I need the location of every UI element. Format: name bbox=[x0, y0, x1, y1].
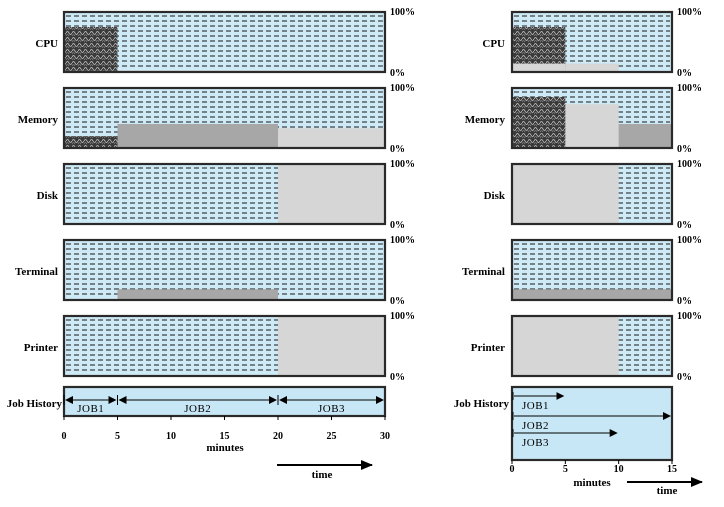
scale-100-label: 100% bbox=[390, 235, 415, 246]
job-history-label: Job History bbox=[454, 398, 510, 410]
job-history-panel: Job History JOB1 JOB2 JOB3 bbox=[454, 385, 674, 462]
panel-frame bbox=[510, 10, 674, 74]
resource-label-cpu: CPU bbox=[35, 38, 58, 50]
scale-100-label: 100% bbox=[677, 159, 702, 170]
panel-terminal: 100% 0% Terminal bbox=[462, 235, 702, 307]
scale-100-label: 100% bbox=[677, 235, 702, 246]
usage-block-1 bbox=[117, 289, 278, 300]
panel-disk: 100% 0% Disk bbox=[37, 159, 415, 231]
scale-0-label: 0% bbox=[390, 296, 405, 307]
scale-100-label: 100% bbox=[677, 311, 702, 322]
scale-0-label: 0% bbox=[390, 68, 405, 79]
scale-0-label: 0% bbox=[677, 296, 692, 307]
panel-printer: 100% 0% Printer bbox=[24, 311, 415, 383]
resource-label-cpu: CPU bbox=[482, 38, 505, 50]
panel-frame bbox=[62, 86, 387, 150]
resource-label-disk: Disk bbox=[37, 190, 59, 202]
panel-frame bbox=[62, 238, 387, 302]
usage-block-1 bbox=[64, 136, 118, 148]
resource-label-disk: Disk bbox=[484, 190, 506, 202]
job-history-frame bbox=[510, 385, 674, 462]
x-tick-label: 5 bbox=[563, 464, 568, 475]
x-tick-label: 15 bbox=[220, 431, 230, 442]
panel-frame bbox=[510, 86, 674, 150]
x-axis-unit-label: minutes bbox=[206, 442, 244, 454]
panel-cpu: 100% 0% CPU bbox=[482, 7, 702, 79]
panel-memory: 100% 0% Memory bbox=[18, 83, 415, 155]
resource-label-printer: Printer bbox=[471, 342, 505, 354]
time-label: time bbox=[657, 485, 678, 497]
usage-block-1 bbox=[64, 27, 118, 72]
usage-block-1 bbox=[512, 289, 672, 300]
x-axis: 0 5 10 15 20 25 30 minutes time bbox=[62, 416, 390, 481]
resource-label-terminal: Terminal bbox=[462, 266, 505, 278]
resource-label-memory: Memory bbox=[465, 114, 506, 126]
scale-0-label: 0% bbox=[677, 144, 692, 155]
job-label-job1: JOB1 bbox=[77, 403, 104, 415]
panel-frame bbox=[62, 10, 387, 74]
panel-frame bbox=[510, 162, 674, 226]
panel-frame bbox=[62, 314, 387, 378]
dash-lines bbox=[66, 15, 383, 67]
job-history-label: Job History bbox=[7, 398, 63, 410]
panel-printer: 100% 0% Printer bbox=[471, 311, 702, 383]
usage-block-1 bbox=[512, 316, 619, 376]
usage-block-3 bbox=[278, 128, 385, 148]
job-label-job3: JOB3 bbox=[522, 437, 549, 449]
x-tick-label: 5 bbox=[115, 431, 120, 442]
scale-0-label: 0% bbox=[677, 372, 692, 383]
dash-lines bbox=[66, 243, 383, 295]
usage-block-3 bbox=[512, 97, 566, 148]
x-tick-label: 30 bbox=[380, 431, 390, 442]
panel-terminal: 100% 0% Terminal bbox=[15, 235, 415, 307]
panel-frame bbox=[62, 162, 387, 226]
x-axis: 0 5 10 15 minutes time bbox=[510, 460, 703, 497]
scale-100-label: 100% bbox=[390, 83, 415, 94]
usage-block-2 bbox=[117, 124, 278, 148]
panel-frame bbox=[510, 314, 674, 378]
x-tick-label: 20 bbox=[273, 431, 283, 442]
resource-label-terminal: Terminal bbox=[15, 266, 58, 278]
panel-frame bbox=[510, 238, 674, 302]
x-axis-unit-label: minutes bbox=[573, 477, 611, 489]
scale-0-label: 0% bbox=[390, 372, 405, 383]
resource-label-memory: Memory bbox=[18, 114, 59, 126]
scale-100-label: 100% bbox=[390, 311, 415, 322]
time-label: time bbox=[312, 469, 333, 481]
panel-memory: 100% 0% Memory bbox=[465, 83, 702, 155]
job-label-job3: JOB3 bbox=[318, 403, 345, 415]
resource-label-printer: Printer bbox=[24, 342, 58, 354]
scale-100-label: 100% bbox=[390, 159, 415, 170]
left-diagram: 100%0%CPU100%0%Memory100%0%Disk100%0%Ter… bbox=[7, 7, 415, 481]
job-label-job2: JOB2 bbox=[522, 420, 549, 432]
usage-block-1 bbox=[512, 164, 619, 224]
scale-0-label: 0% bbox=[390, 220, 405, 231]
job-history-panel: Job History JOB1 JOB2 JOB3 bbox=[7, 385, 387, 418]
usage-block-2 bbox=[565, 63, 619, 72]
x-tick-label: 15 bbox=[667, 464, 677, 475]
x-tick-label: 0 bbox=[510, 464, 515, 475]
scale-0-label: 0% bbox=[677, 68, 692, 79]
x-tick-label: 10 bbox=[166, 431, 176, 442]
x-tick-label: 10 bbox=[614, 464, 624, 475]
job-label-job1: JOB1 bbox=[522, 400, 549, 412]
panel-disk: 100% 0% Disk bbox=[484, 159, 702, 231]
scale-0-label: 0% bbox=[677, 220, 692, 231]
x-tick-label: 0 bbox=[62, 431, 67, 442]
x-tick-label: 25 bbox=[327, 431, 337, 442]
usage-block-1 bbox=[278, 316, 385, 376]
scale-0-label: 0% bbox=[390, 144, 405, 155]
scale-100-label: 100% bbox=[390, 7, 415, 18]
job-label-job2: JOB2 bbox=[184, 403, 211, 415]
panel-cpu: 100% 0% CPU bbox=[35, 7, 415, 79]
usage-block-1 bbox=[278, 164, 385, 224]
scale-100-label: 100% bbox=[677, 7, 702, 18]
scale-100-label: 100% bbox=[677, 83, 702, 94]
right-diagram: 100%0%CPU100%0%Memory100%0%Disk100%0%Ter… bbox=[454, 7, 703, 497]
usage-block-3 bbox=[512, 63, 566, 72]
